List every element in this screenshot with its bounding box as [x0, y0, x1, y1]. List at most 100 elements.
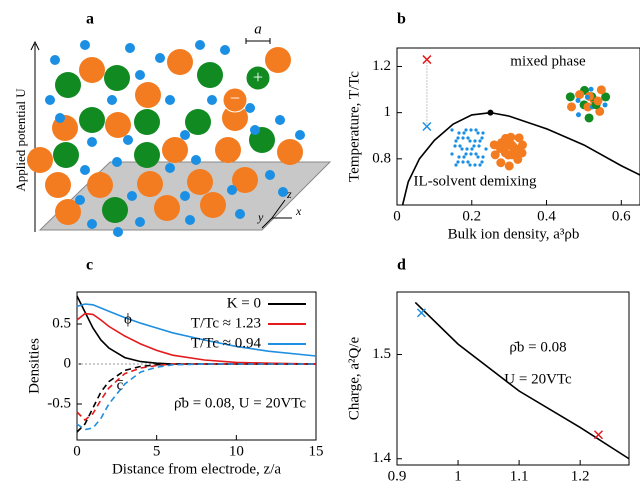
y-tick-label: 1.2	[372, 58, 391, 74]
solvent	[127, 191, 137, 201]
axis-y: y	[257, 210, 264, 224]
solvent	[195, 40, 205, 50]
solvent	[87, 219, 97, 229]
annotation: ϕ	[124, 311, 132, 327]
size-label: a	[254, 21, 262, 37]
solvent	[107, 95, 117, 105]
x-tick-label: 15	[309, 443, 324, 459]
cluster-solvent	[468, 163, 472, 167]
y-tick-label: 0	[64, 355, 72, 371]
cluster-ion	[575, 112, 581, 118]
state-point	[416, 308, 426, 318]
solvent	[275, 115, 285, 125]
x-tick-label: 0.6	[612, 208, 631, 224]
annotation: ρ̄b = 0.08, U = 20VTc	[174, 395, 306, 411]
solvent	[227, 185, 237, 195]
cluster-ion	[503, 140, 513, 150]
solvent	[55, 113, 65, 123]
series-line	[76, 303, 317, 357]
solvent	[245, 103, 255, 113]
panel-label: d	[397, 257, 406, 274]
green-ion	[197, 62, 223, 88]
cluster-solvent	[461, 136, 465, 140]
cluster-ion	[504, 161, 514, 171]
series-line	[76, 312, 317, 365]
cluster-ion	[575, 90, 585, 100]
solvent	[50, 55, 60, 65]
y-axis-label: Densities	[26, 338, 42, 394]
cluster-solvent	[464, 152, 468, 156]
solvent	[123, 135, 133, 145]
annotation: c̄	[117, 377, 124, 393]
cluster-solvent	[456, 160, 460, 164]
orange-ion	[154, 195, 180, 221]
series-line	[76, 363, 316, 422]
cluster-solvent	[480, 136, 484, 140]
cluster-solvent	[466, 136, 470, 140]
x-tick-label: 0	[393, 208, 401, 224]
solvent	[185, 215, 195, 225]
cluster-ion	[601, 92, 611, 102]
cluster-ion	[596, 85, 606, 95]
orange-ion	[27, 147, 53, 173]
cluster-solvent	[462, 155, 466, 159]
solvent	[207, 95, 217, 105]
cluster-solvent	[454, 163, 458, 167]
cluster-solvent	[468, 139, 472, 143]
cluster-solvent	[469, 128, 473, 132]
cluster-solvent	[478, 163, 482, 167]
cluster-solvent	[473, 163, 477, 167]
orange-ion	[55, 199, 81, 225]
potential-label: Applied potential U	[13, 88, 28, 192]
cluster-ion	[567, 102, 577, 112]
cluster-ion	[595, 106, 605, 116]
cluster-ion	[584, 94, 590, 100]
annotation: IL-solvent demixing	[414, 173, 537, 189]
solvent	[135, 217, 145, 227]
orange-ion	[167, 49, 193, 75]
series-line	[76, 363, 316, 431]
state-point	[593, 430, 604, 440]
cluster-solvent	[454, 139, 458, 143]
cluster-solvent	[477, 144, 481, 148]
panel-label: a	[86, 11, 94, 28]
orange-ion	[200, 192, 226, 218]
legend-label: T/Tc ≈ 0.94	[191, 335, 262, 351]
x-tick-label: 0.9	[388, 468, 407, 484]
x-tick-label: 1.2	[571, 468, 590, 484]
solvent	[155, 53, 165, 63]
cluster-solvent	[457, 131, 461, 135]
critical-point	[487, 109, 494, 116]
y-axis-label: Temperature, T/Tc	[346, 71, 362, 182]
cluster-solvent	[470, 147, 474, 151]
axes-lines	[261, 199, 292, 229]
cluster-ion	[593, 96, 603, 106]
orange-ion	[79, 57, 105, 83]
cluster-solvent	[453, 144, 457, 148]
cluster-solvent	[481, 131, 485, 135]
cluster-solvent	[450, 128, 454, 132]
orange-ion	[232, 167, 258, 193]
orange-ion	[265, 47, 291, 73]
plot-frame	[396, 47, 640, 206]
solvent	[180, 130, 190, 140]
cluster-solvent	[480, 160, 484, 164]
plus-sign: +	[253, 67, 263, 87]
cluster-ion	[583, 102, 593, 112]
cluster-solvent	[481, 155, 485, 159]
cluster-solvent	[464, 128, 468, 132]
size-bracket	[245, 38, 271, 44]
series-line	[401, 111, 640, 206]
cluster-solvent	[456, 136, 460, 140]
plot-frame	[76, 291, 317, 441]
orange-ion	[215, 137, 241, 163]
y-tick-label: -0.5	[47, 395, 71, 411]
anion	[222, 87, 248, 113]
annotation: ρ̄b = 0.08	[509, 339, 566, 355]
x-tick-label: 5	[153, 443, 161, 459]
series-line	[414, 301, 630, 460]
annotation: U = 20VTc	[504, 371, 572, 387]
legend-label: K = 0	[227, 295, 261, 311]
solvent	[112, 157, 122, 167]
cluster-solvent	[474, 152, 478, 156]
